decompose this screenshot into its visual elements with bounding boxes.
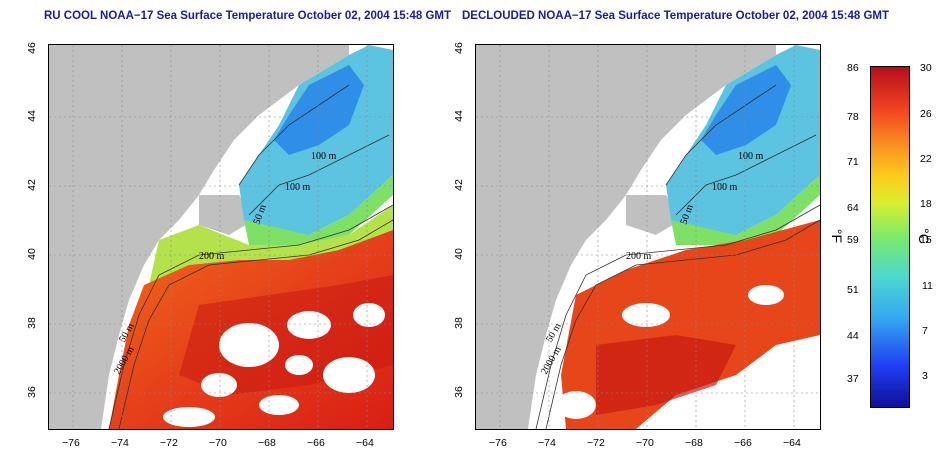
cold-water-core [701, 65, 791, 155]
fahrenheit-label: 86 [847, 62, 859, 74]
y-tick-label: 36 [453, 386, 465, 398]
fahrenheit-label: 59 [847, 234, 859, 246]
right-panel-title: DECLOUDED NOAA−17 Sea Surface Temperatur… [462, 10, 890, 22]
y-tick-label: 40 [453, 248, 465, 260]
temperature-colorbar [870, 66, 910, 408]
x-tick-label: −74 [111, 437, 129, 449]
celsius-label: 15 [920, 234, 932, 246]
x-tick-label: −70 [636, 437, 654, 449]
x-tick-label: −76 [489, 437, 507, 449]
fahrenheit-label: 64 [847, 202, 859, 214]
contour-label: 200 m [199, 251, 225, 262]
land-mass-cape [626, 195, 681, 235]
x-tick-label: −72 [160, 437, 178, 449]
x-tick-label: −68 [685, 437, 703, 449]
contour-label: 100 m [712, 182, 738, 193]
green-shelf [671, 175, 820, 245]
fahrenheit-unit: °F [829, 228, 846, 244]
land-mass-cape [199, 195, 254, 235]
right-sst-map[interactable]: 100 m 100 m 50 m 200 m 50 m 2000 m [475, 44, 821, 430]
x-tick-label: −72 [587, 437, 605, 449]
map-grid [476, 45, 820, 429]
contour-label: 100 m [738, 151, 764, 162]
cold-water-core [274, 65, 364, 155]
x-tick-label: −66 [734, 437, 752, 449]
land-mass [476, 45, 776, 429]
celsius-label: 18 [920, 198, 932, 210]
x-tick-label: −76 [62, 437, 80, 449]
left-sst-map[interactable]: 100 m 100 m 50 m 200 m 50 m 2000 m [48, 44, 394, 430]
y-tick-label: 38 [26, 317, 38, 329]
y-tick-label: 46 [26, 42, 38, 54]
fahrenheit-label: 51 [847, 284, 859, 296]
fahrenheit-label: 71 [847, 156, 859, 168]
left-panel-title: RU COOL NOAA−17 Sea Surface Temperature … [44, 10, 452, 22]
land-mass [49, 45, 349, 429]
x-tick-label: −66 [307, 437, 325, 449]
y-tick-label: 42 [453, 179, 465, 191]
x-tick-label: −64 [356, 437, 374, 449]
celsius-label: 26 [920, 108, 932, 120]
cloud-mask [163, 303, 385, 427]
slope-water [149, 205, 393, 285]
contour-label: 200 m [626, 251, 652, 262]
celsius-label: 30 [920, 62, 932, 74]
x-tick-label: −74 [538, 437, 556, 449]
x-tick-label: −64 [783, 437, 801, 449]
fahrenheit-label: 44 [847, 330, 859, 342]
contour-label: 100 m [285, 182, 311, 193]
y-tick-label: 44 [453, 110, 465, 122]
green-shelf [244, 175, 393, 245]
cloud-mask [556, 285, 818, 429]
y-tick-label: 36 [26, 386, 38, 398]
y-tick-label: 44 [26, 110, 38, 122]
y-tick-label: 42 [26, 179, 38, 191]
celsius-label: 7 [922, 325, 928, 337]
celsius-label: 3 [922, 370, 928, 382]
x-tick-label: −70 [209, 437, 227, 449]
celsius-label: 11 [922, 280, 933, 292]
celsius-unit: °C [915, 228, 932, 244]
contour-label: 100 m [311, 151, 337, 162]
x-tick-label: −68 [258, 437, 276, 449]
fahrenheit-label: 37 [847, 373, 859, 385]
celsius-label: 22 [920, 153, 932, 165]
y-tick-label: 46 [453, 42, 465, 54]
warm-core [596, 335, 736, 415]
y-tick-label: 40 [26, 248, 38, 260]
fahrenheit-label: 78 [847, 111, 859, 123]
y-tick-label: 38 [453, 317, 465, 329]
map-grid [49, 45, 393, 429]
